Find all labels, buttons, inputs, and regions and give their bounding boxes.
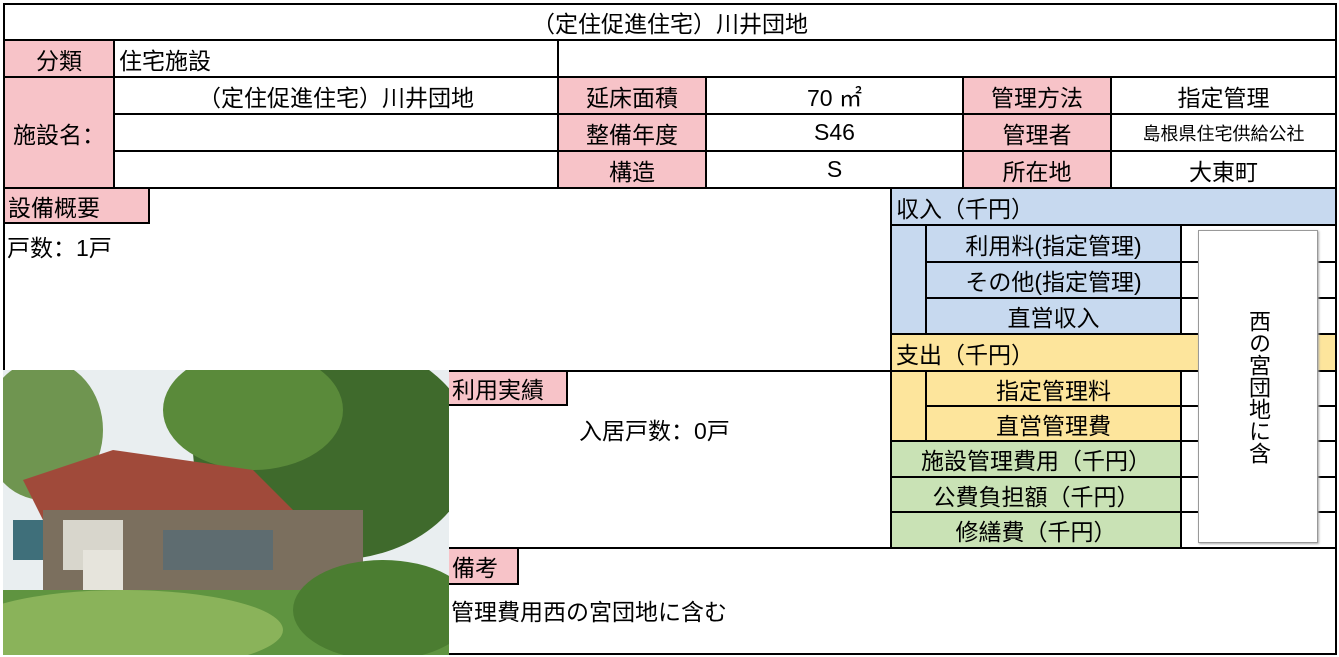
empty-cell [113,113,559,152]
label: 管理者 [962,113,1112,152]
label: 設備概要 [5,189,150,224]
text: 入居戸数：0戸 [579,418,730,444]
label: 構造 [557,150,707,189]
value: 島根県住宅供給公社 [1110,113,1337,152]
text: 戸数：1戸 [7,235,112,261]
strip [890,370,927,442]
value: S [705,150,964,189]
item: 利用料(指定管理) [925,224,1182,263]
text: 管理費用西の宮団地に含む [451,599,727,625]
label: 施設名： [3,76,115,189]
item: 修繕費（千円） [890,511,1182,549]
label: 管理方法 [962,76,1112,115]
item: その他(指定管理) [925,261,1182,299]
empty-cell [557,39,1337,78]
strip [890,224,927,335]
value: 大東町 [1110,150,1337,189]
label: 整備年度 [557,113,707,152]
item: 直営収入 [925,297,1182,335]
header: 収入（千円） [890,187,1337,226]
item: 公費負担額（千円） [890,476,1182,513]
label: 所在地 [962,150,1112,189]
remarks-section: 備考 管理費用西の宮団地に含む [447,547,1337,655]
value: 指定管理 [1110,76,1337,115]
photo [3,370,449,655]
value: 70 ㎡ [705,76,964,115]
title: （定住促進住宅）川井団地 [3,3,1337,41]
equipment-section: 設備概要 戸数：1戸 [3,187,892,372]
value: S46 [705,113,964,152]
label: 延床面積 [557,76,707,115]
note-box: 西の宮団地に含 [1198,230,1318,543]
label: 利用実績 [449,372,568,406]
value: （定住促進住宅）川井団地 [113,76,559,115]
item: 直営管理費 [925,405,1182,442]
empty-cell [113,150,559,189]
label: 備考 [449,549,519,585]
item: 施設管理費用（千円） [890,440,1182,478]
usage-section: 利用実績 入居戸数：0戸 [447,370,892,549]
item: 指定管理料 [925,370,1182,407]
value: 住宅施設 [113,39,559,78]
label: 分類 [3,39,115,78]
